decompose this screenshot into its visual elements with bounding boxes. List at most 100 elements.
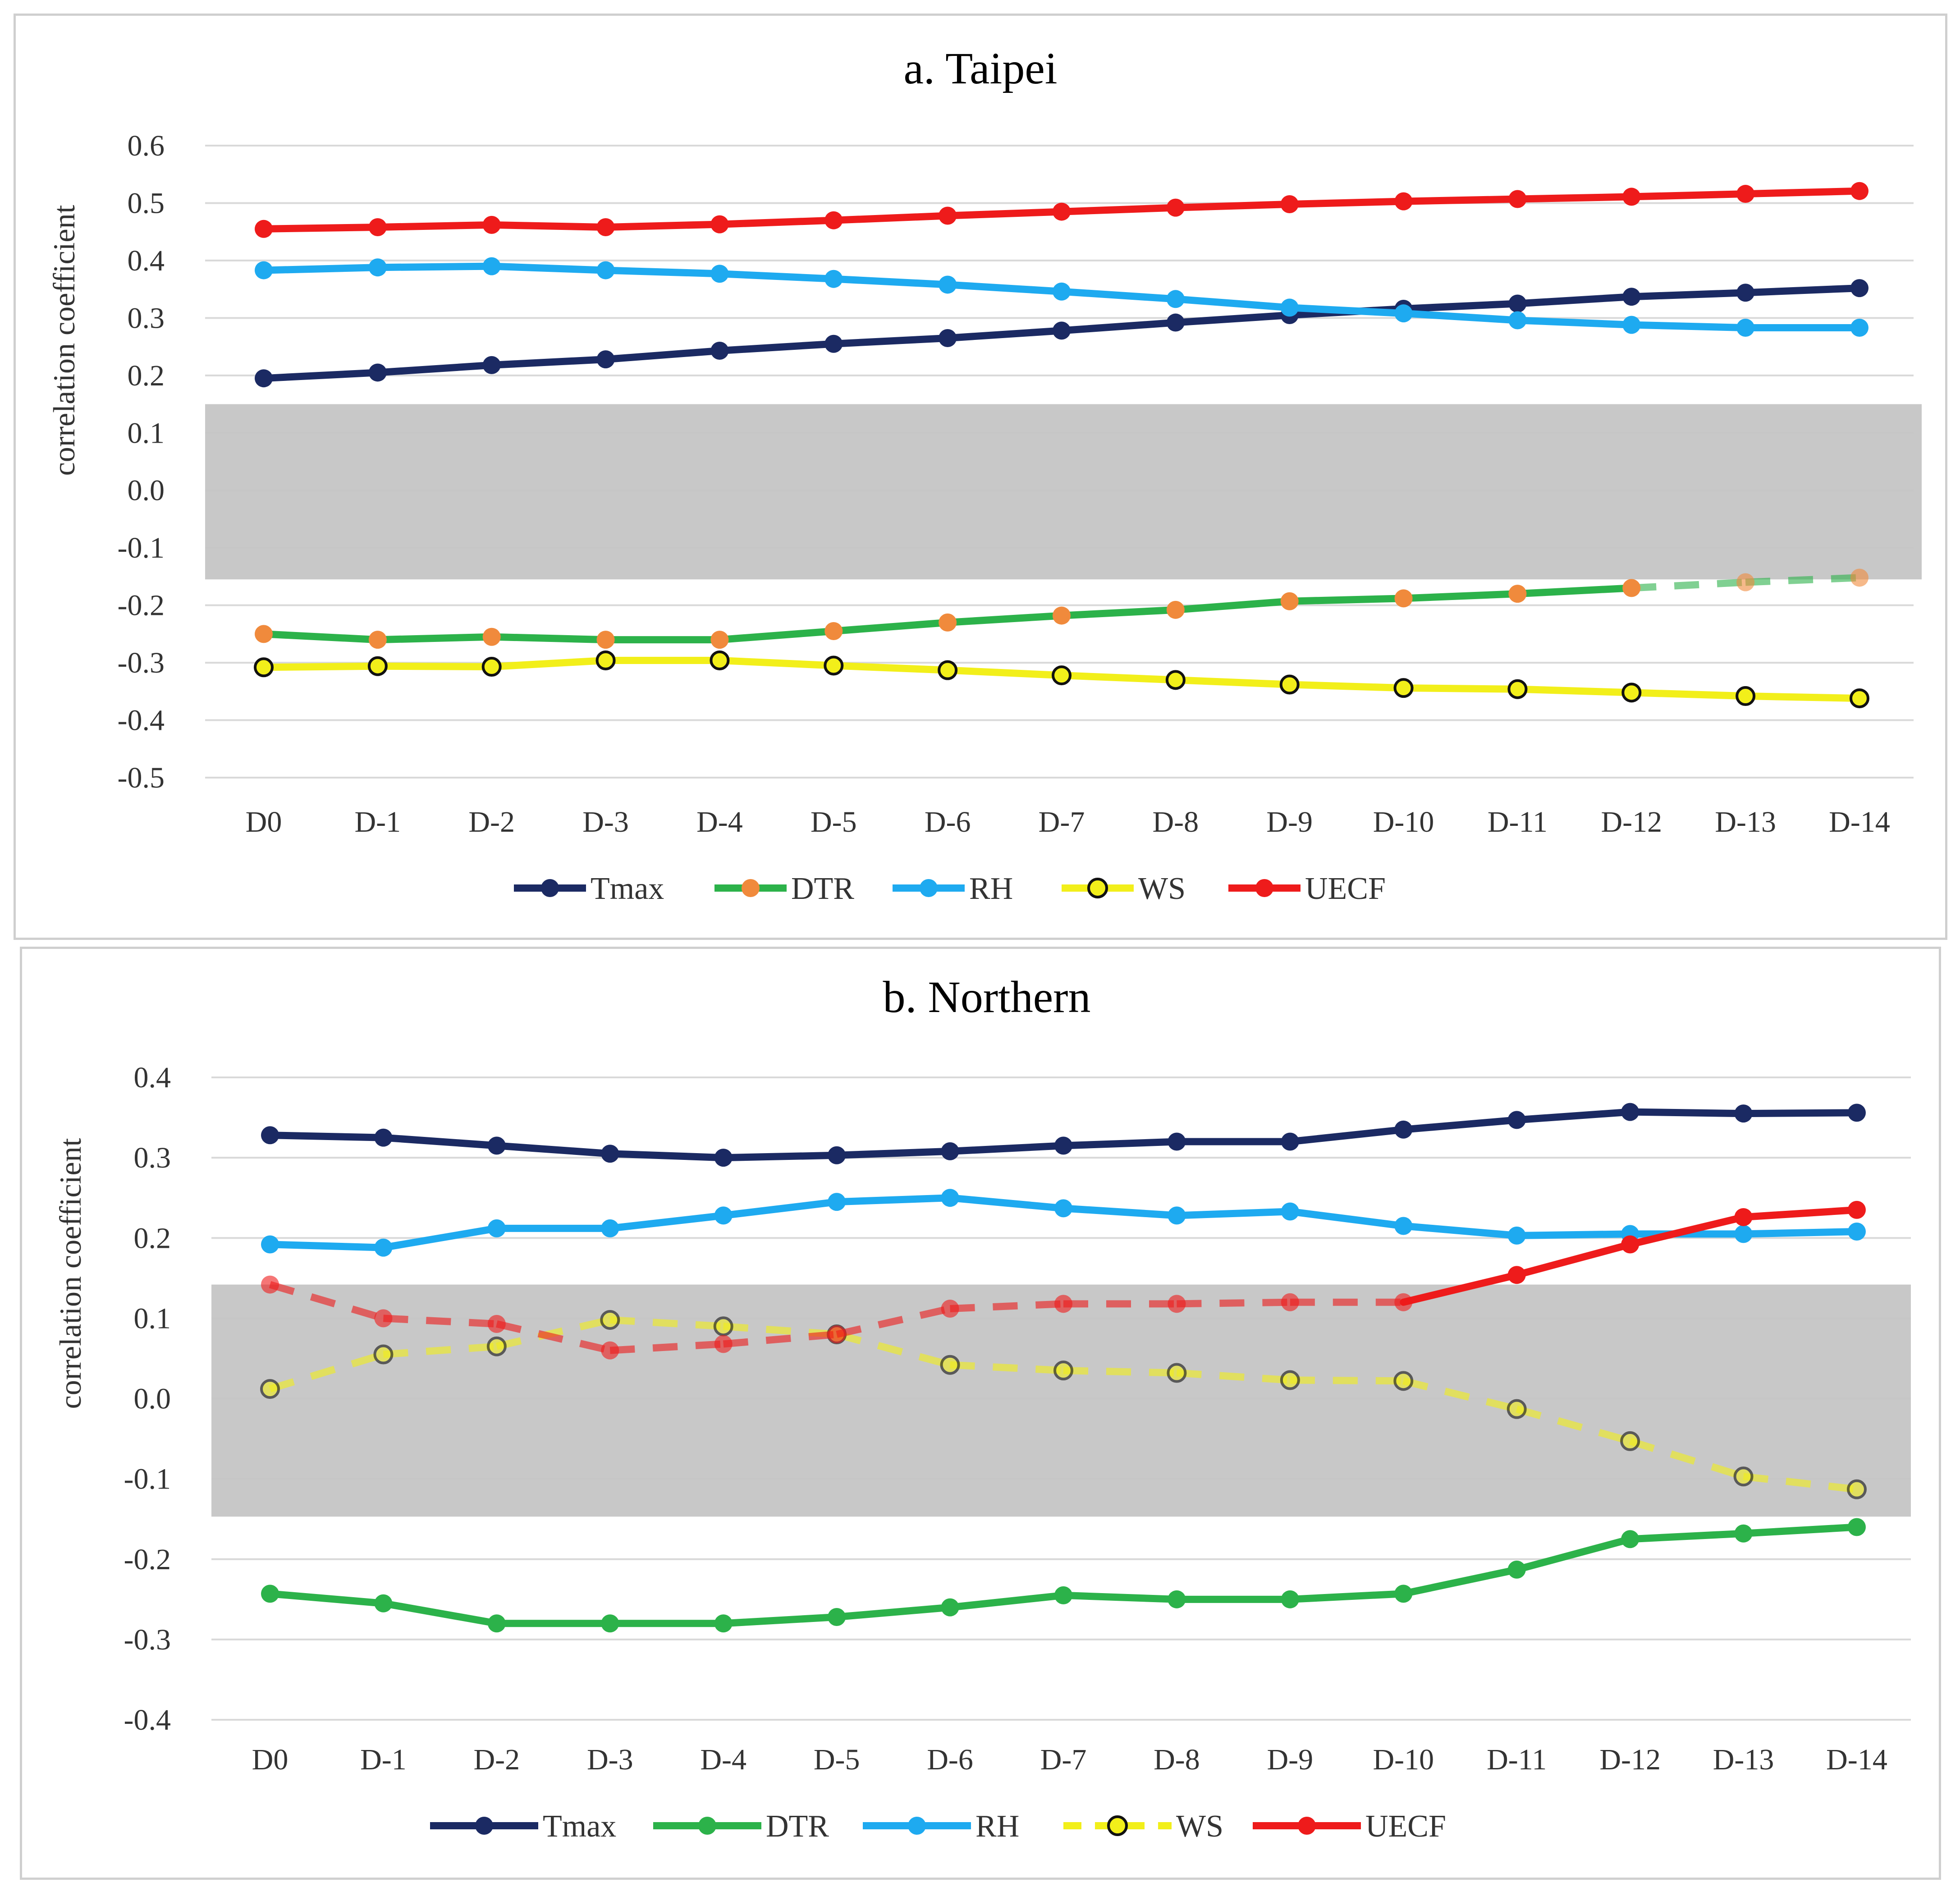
series-segment xyxy=(836,1331,951,1369)
series-segment xyxy=(950,1361,1064,1374)
data-point xyxy=(482,628,501,646)
data-point xyxy=(1848,1518,1866,1536)
legend-item-dtr: DTR xyxy=(653,1809,829,1844)
data-point xyxy=(600,1310,620,1330)
data-point xyxy=(1166,313,1185,332)
y-axis-label: correlation coefficient xyxy=(53,1138,87,1409)
series-segment xyxy=(1514,685,1635,696)
legend-marker xyxy=(475,1817,493,1835)
data-point xyxy=(1281,1590,1299,1608)
series-segment xyxy=(496,1316,611,1350)
data-point xyxy=(1507,1226,1526,1245)
legend-item-ws: WS xyxy=(1062,871,1186,906)
y-tick-label: -0.1 xyxy=(118,531,165,564)
data-point xyxy=(1281,1132,1299,1151)
x-tick-label: D0 xyxy=(252,1743,289,1776)
data-point xyxy=(828,1608,846,1626)
series-segment xyxy=(1400,1222,1520,1239)
data-point xyxy=(1848,1200,1866,1219)
x-tick-label: D-4 xyxy=(696,806,743,838)
series-segment xyxy=(1058,288,1179,303)
data-point xyxy=(1507,1399,1527,1419)
legend-item-tmax: Tmax xyxy=(514,871,664,906)
x-tick-label: D-2 xyxy=(468,806,515,838)
series-segment xyxy=(716,656,838,669)
data-point xyxy=(824,334,843,353)
y-tick-label: 0.5 xyxy=(128,187,165,220)
data-point xyxy=(940,1355,960,1375)
x-tick-label: D-6 xyxy=(927,1743,973,1776)
data-point xyxy=(1620,1431,1640,1451)
data-point xyxy=(601,1341,619,1360)
x-tick-label: D-10 xyxy=(1373,1743,1434,1776)
series-segment xyxy=(1286,197,1407,208)
data-point xyxy=(1054,1586,1072,1604)
series-segment xyxy=(719,1198,841,1219)
series-segment xyxy=(1742,692,1863,702)
data-point xyxy=(1168,1132,1186,1151)
series-segment xyxy=(269,1351,385,1393)
y-tick-label: -0.4 xyxy=(118,704,165,737)
series-segment xyxy=(260,369,381,382)
data-point xyxy=(710,265,729,283)
data-point xyxy=(828,1193,846,1211)
data-point xyxy=(261,1235,279,1254)
x-tick-label: D-13 xyxy=(1715,806,1776,838)
x-tick-label: D-11 xyxy=(1487,1743,1547,1776)
data-point xyxy=(596,350,615,369)
data-point xyxy=(1166,290,1185,308)
legend-marker xyxy=(541,879,559,897)
legend-label: UECF xyxy=(1305,871,1386,906)
series-segment xyxy=(1513,1108,1634,1124)
series-segment xyxy=(266,1131,387,1141)
series-segment xyxy=(1286,1208,1407,1230)
series-segment xyxy=(266,1590,387,1607)
series-segment xyxy=(1172,597,1293,614)
series-segment xyxy=(269,1281,385,1322)
series-segment xyxy=(1626,1530,1747,1543)
data-point xyxy=(1394,1585,1413,1603)
series-segment xyxy=(1176,1369,1291,1384)
data-point xyxy=(261,1585,279,1603)
data-point xyxy=(714,1149,733,1167)
series-rh xyxy=(255,257,1868,337)
data-point xyxy=(1052,665,1072,686)
data-point xyxy=(1054,1295,1072,1313)
y-tick-label: 0.4 xyxy=(128,244,165,277)
legend-label: RH xyxy=(975,1809,1019,1844)
data-point xyxy=(1850,319,1868,337)
data-point xyxy=(487,1315,506,1333)
data-point xyxy=(1507,1560,1526,1579)
data-point xyxy=(1166,198,1185,217)
series-segment xyxy=(1743,1473,1857,1493)
data-point xyxy=(1168,1590,1186,1608)
y-tick-label: 0.4 xyxy=(134,1061,171,1094)
series-tmax xyxy=(261,1103,1866,1167)
legend-label: WS xyxy=(1138,871,1186,906)
series-segment xyxy=(1514,316,1635,329)
data-point xyxy=(1280,1370,1300,1390)
legend-item-rh: RH xyxy=(863,1809,1019,1844)
series-segment xyxy=(1513,1535,1634,1573)
series-segment xyxy=(488,262,609,274)
data-point xyxy=(941,1300,959,1318)
data-point xyxy=(486,1336,507,1356)
data-point xyxy=(713,1316,733,1337)
data-point xyxy=(487,1219,506,1237)
x-tick-label: D-13 xyxy=(1713,1743,1774,1776)
data-point xyxy=(828,1325,846,1343)
x-tick-label: D-4 xyxy=(700,1743,746,1776)
series-segment xyxy=(1400,590,1521,602)
data-point xyxy=(367,656,388,676)
legend-marker xyxy=(1298,1817,1316,1835)
data-point xyxy=(1622,316,1641,334)
series-segment xyxy=(1628,190,1749,201)
series-segment xyxy=(1172,676,1293,688)
data-point xyxy=(1621,1235,1639,1254)
data-point xyxy=(596,261,615,279)
data-point xyxy=(601,1614,619,1633)
series-segment xyxy=(1060,1138,1181,1150)
data-point xyxy=(1165,670,1186,690)
data-point xyxy=(824,211,843,229)
data-point xyxy=(824,270,843,288)
